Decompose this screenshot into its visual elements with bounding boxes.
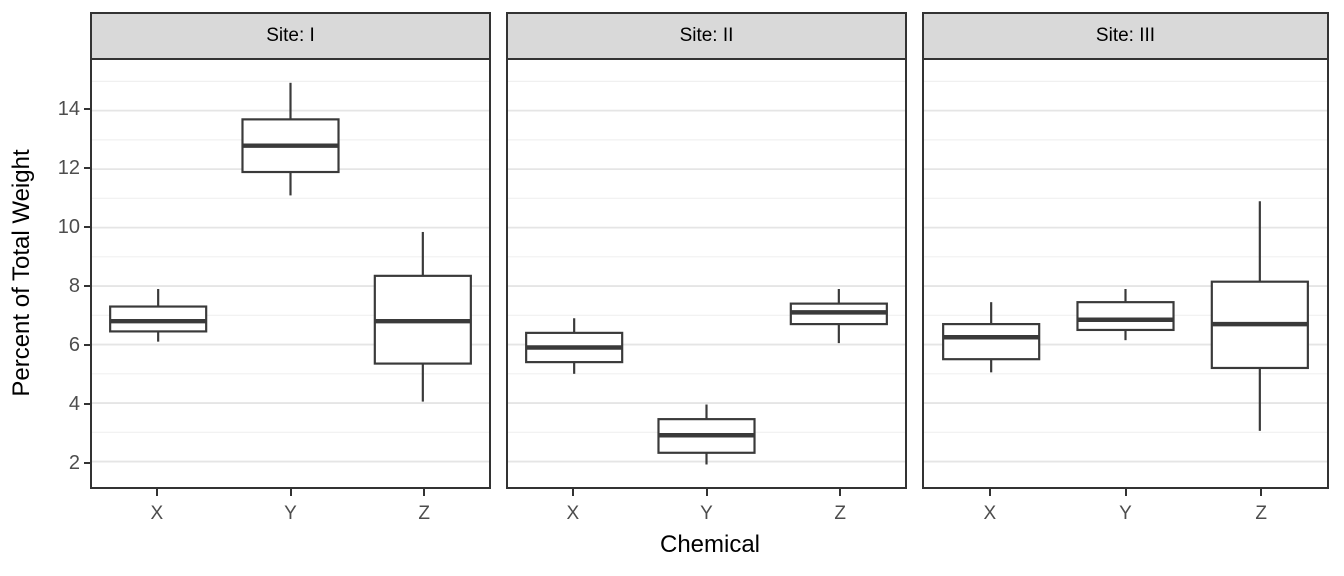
x-tick-mark	[289, 489, 292, 496]
x-tick-mark	[571, 489, 574, 496]
boxplot-y	[1076, 289, 1175, 341]
facet-strip: Site: II	[506, 12, 907, 58]
x-tick-label: Y	[700, 503, 713, 524]
x-tick-labels: X Y Z	[922, 503, 1329, 527]
y-tick-mark	[84, 108, 90, 111]
facet-panel-site-i: Site: I X Y Z	[90, 12, 491, 524]
boxplot-y	[241, 82, 340, 196]
facet-strip-label: Site: III	[1095, 25, 1156, 46]
x-tick-label: Y	[284, 503, 297, 524]
x-axis-title: Chemical	[659, 531, 761, 558]
x-tick-mark	[705, 489, 708, 496]
x-tick-labels: X Y Z	[506, 503, 907, 527]
iqr-box	[942, 323, 1041, 361]
iqr-box	[1076, 301, 1175, 332]
y-axis-title: Percent of Total Weight	[8, 149, 35, 397]
x-tick-label: X	[150, 503, 164, 524]
x-tick-mark	[1260, 489, 1263, 496]
boxplot-z	[1210, 201, 1309, 431]
facet-strip: Site: I	[90, 12, 491, 58]
y-tick-label: 8	[68, 274, 80, 297]
x-tick-label: Z	[418, 503, 430, 524]
y-tick-mark	[84, 167, 90, 170]
boxplot-canvas	[924, 80, 1327, 463]
facet-strip: Site: III	[922, 12, 1329, 58]
y-tick-mark	[84, 462, 90, 465]
y-tick-label: 2	[68, 451, 80, 474]
boxplot-x	[525, 318, 624, 374]
x-tick-label: Z	[1255, 503, 1267, 524]
boxplot-canvas	[508, 80, 905, 465]
x-tick-mark	[423, 489, 426, 496]
boxplot-x	[109, 289, 208, 342]
y-tick-label: 4	[68, 392, 80, 415]
x-tick-label: X	[983, 503, 997, 524]
x-tick-mark	[839, 489, 842, 496]
facet-panel-site-iii: Site: III X Y Z	[922, 12, 1329, 524]
x-tick-mark	[155, 489, 158, 496]
plot-area	[922, 58, 1329, 489]
y-tick-label: 12	[57, 156, 80, 179]
y-tick-label: 14	[57, 97, 80, 120]
facet-panel-site-ii: Site: II X Y Z	[506, 12, 907, 524]
boxplot-z	[789, 289, 888, 344]
boxplot-y	[657, 404, 756, 465]
y-tick-mark	[84, 403, 90, 406]
x-tick-mark	[988, 489, 991, 496]
boxplot-z	[373, 231, 472, 402]
x-tick-label: X	[566, 503, 580, 524]
y-tick-mark	[84, 285, 90, 288]
y-tick-mark	[84, 226, 90, 229]
y-tick-label: 10	[57, 215, 80, 238]
x-tick-labels: X Y Z	[90, 503, 491, 527]
boxplot-canvas	[92, 80, 489, 463]
y-tick-label: 6	[68, 333, 80, 356]
y-tick-mark	[84, 344, 90, 347]
x-tick-mark	[1124, 489, 1127, 496]
plot-area	[90, 58, 491, 489]
plot-area	[506, 58, 907, 489]
x-tick-label: Y	[1119, 503, 1132, 524]
facet-strip-label: Site: I	[266, 25, 315, 46]
facet-strip-label: Site: II	[679, 25, 734, 46]
x-tick-label: Z	[834, 503, 846, 524]
boxplot-x	[942, 302, 1041, 373]
